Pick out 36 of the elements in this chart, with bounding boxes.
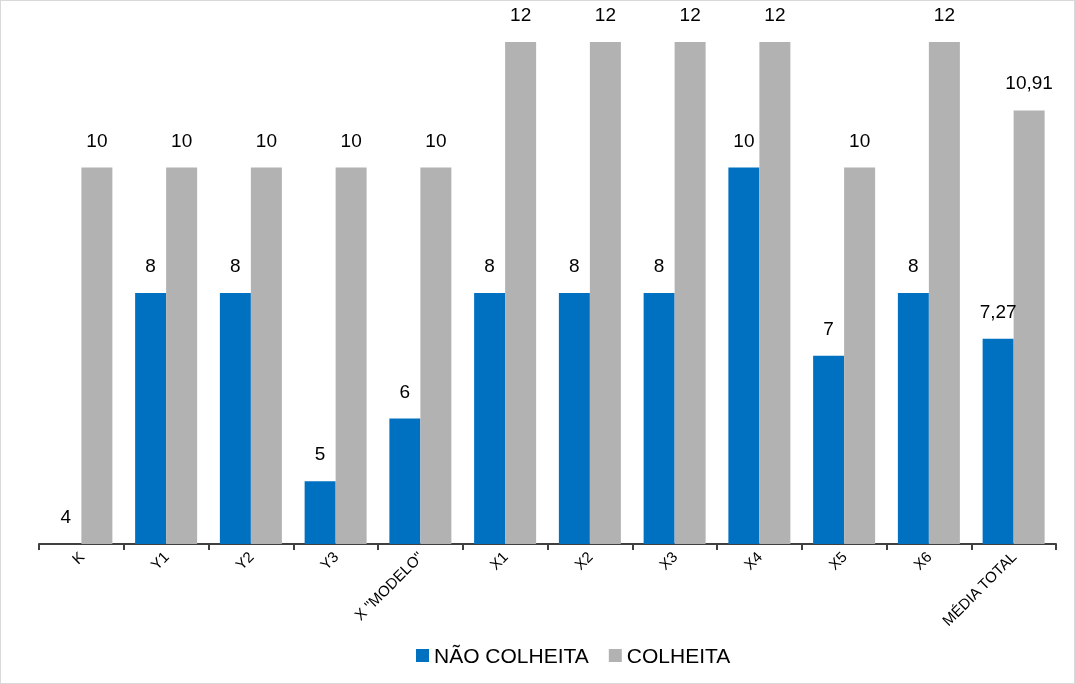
data-label: 10 <box>255 129 277 151</box>
x-tick-label: X6 <box>909 547 935 573</box>
data-label: 5 <box>314 443 326 465</box>
x-tick-label: X5 <box>825 547 851 573</box>
data-label: 10,91 <box>1005 72 1053 94</box>
data-label: 10 <box>340 129 362 151</box>
data-label: 8 <box>484 255 495 276</box>
x-tick-label: Y1 <box>147 547 173 573</box>
data-label: 8 <box>569 255 580 276</box>
data-label: 10 <box>849 129 871 151</box>
data-label: 8 <box>145 255 156 276</box>
data-label: 10 <box>171 129 193 151</box>
legend-label: NÃO COLHEITA <box>434 644 589 667</box>
x-tick-label: Y3 <box>316 547 342 573</box>
data-label: 10 <box>86 129 108 151</box>
data-label: 4 <box>60 506 72 527</box>
x-tick-label: X4 <box>740 547 766 573</box>
data-label: 12 <box>764 4 786 25</box>
x-tick-label: Y2 <box>231 547 257 573</box>
data-label: 8 <box>230 255 241 276</box>
x-tick-label: X1 <box>486 547 512 573</box>
data-label: 12 <box>594 4 616 25</box>
data-label: 12 <box>679 4 701 25</box>
data-label: 10 <box>425 129 447 151</box>
data-label: 8 <box>653 255 665 276</box>
x-tick-label: X3 <box>655 547 681 573</box>
data-label: 6 <box>399 380 411 402</box>
x-tick-label: X2 <box>570 547 596 573</box>
data-label: 8 <box>908 255 919 276</box>
data-label: 7 <box>823 317 834 339</box>
legend-label: COLHEITA <box>626 644 731 667</box>
data-label: 10 <box>733 129 755 151</box>
data-label: 12 <box>933 4 955 25</box>
x-tick-label: K <box>68 547 88 568</box>
data-label: 12 <box>510 4 532 25</box>
data-label: 7,27 <box>979 300 1017 322</box>
